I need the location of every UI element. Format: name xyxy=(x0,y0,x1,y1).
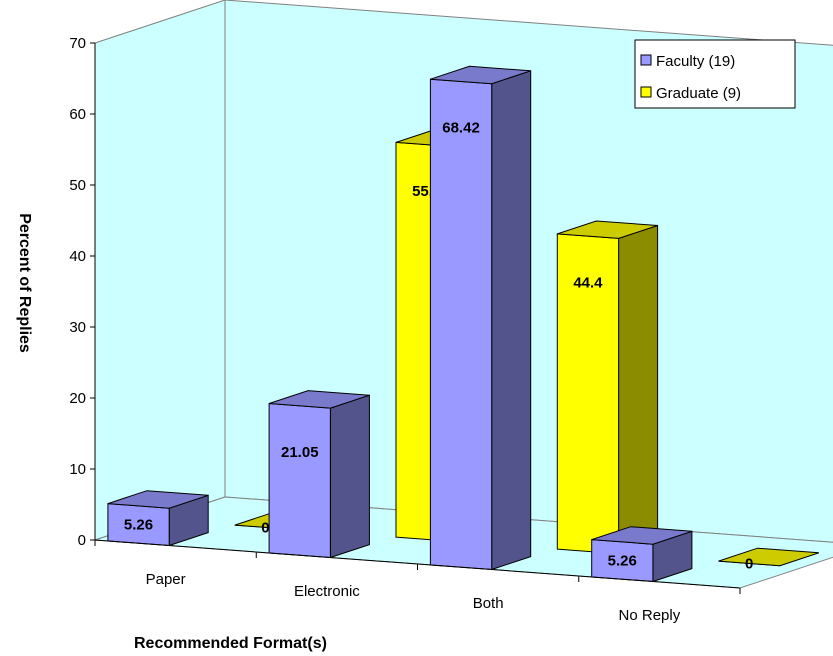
bar-faculty: 5.26 xyxy=(591,526,693,583)
legend-label-faculty: Faculty (19) xyxy=(656,53,735,70)
bar-front xyxy=(268,402,331,559)
bar-faculty: 21.05 xyxy=(268,390,370,559)
bar-top xyxy=(718,547,819,567)
data-label: 5.26 xyxy=(608,553,637,570)
y-tick-label: 20 xyxy=(69,390,86,407)
category-label: No Reply xyxy=(619,607,681,624)
bar-top xyxy=(557,220,658,239)
legend-swatch-graduate xyxy=(640,86,652,98)
bar-graduate: 44.4 xyxy=(556,220,659,555)
category-axis: Paper Electronic Both No Reply xyxy=(94,539,741,624)
side-wall xyxy=(94,0,226,541)
legend-label-graduate: Graduate (9) xyxy=(656,85,741,102)
bar-front xyxy=(429,78,493,571)
data-label: 5.26 xyxy=(124,517,153,534)
y-tick-label: 50 xyxy=(69,177,86,194)
bar-side xyxy=(491,70,532,571)
y-tick-label: 60 xyxy=(69,106,86,123)
data-label: 44.4 xyxy=(573,274,603,291)
y-axis-title: Percent of Replies xyxy=(16,213,33,353)
y-tick-label: 30 xyxy=(69,319,86,336)
category-label: Both xyxy=(473,595,504,612)
bar-top xyxy=(107,490,209,509)
legend: Faculty (19) Graduate (9) xyxy=(634,39,796,109)
legend-box xyxy=(634,39,796,109)
data-label: 0 xyxy=(261,519,269,536)
data-label: 68.42 xyxy=(442,120,480,137)
y-tick-label: 40 xyxy=(69,248,86,265)
x-axis-title: Recommended Format(s) xyxy=(134,635,327,652)
y-axis: 0 10 20 30 40 50 60 70 xyxy=(69,35,96,549)
y-tick-label: 70 xyxy=(69,35,86,52)
data-label: 0 xyxy=(745,555,753,572)
bar-side xyxy=(329,394,370,559)
bar-top xyxy=(268,390,370,409)
category-label: Electronic xyxy=(294,583,360,600)
bar-side xyxy=(618,224,659,555)
bar-faculty: 68.42 xyxy=(429,65,532,571)
bar-top xyxy=(591,526,693,545)
y-tick-label: 0 xyxy=(78,532,86,549)
legend-swatch-faculty xyxy=(640,54,652,66)
y-tick-label: 10 xyxy=(69,461,86,478)
category-label: Paper xyxy=(146,571,186,588)
data-label: 21.05 xyxy=(281,444,319,461)
bar-faculty: 5.26 xyxy=(107,490,209,547)
bar-graduate: 0 xyxy=(718,547,819,572)
bar-top xyxy=(430,65,531,85)
